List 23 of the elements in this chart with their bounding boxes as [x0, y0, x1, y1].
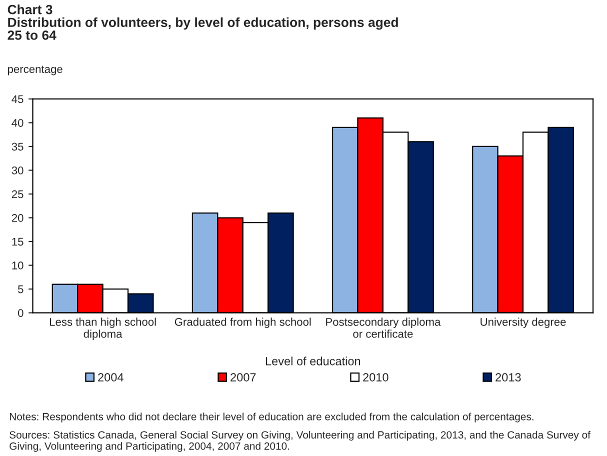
- y-tick-label: 35: [12, 142, 24, 151]
- y-tick-label: 0: [18, 309, 24, 317]
- legend-label: 2010: [363, 373, 388, 382]
- y-tick-label: 45: [12, 95, 24, 104]
- legend-label: 2007: [230, 373, 256, 382]
- text: Notes: Respondents who did not declare their level of education are excluded from the calculation of percentages.: [10, 412, 534, 422]
- x-axis-title: Level of education: [266, 356, 360, 366]
- x-tick-label: Less than high school diploma: [50, 318, 156, 340]
- legend-label: 2004: [98, 373, 124, 382]
- y-tick-label: 20: [12, 214, 24, 222]
- y-tick-label: 40: [12, 118, 24, 127]
- x-tick-label: University degree: [480, 318, 566, 328]
- legend-label: 2013: [496, 373, 521, 382]
- source-note: Sources: Statistics Canada, General Social Survey on Giving, Volunteering and Participating, 2013, and the Canada Survey of Giving, Volunteering and Participating, 2004, 2007 and 2010.: [10, 430, 590, 452]
- y-tick-label: 15: [12, 238, 24, 246]
- chart-title: Chart 3 Distribution of volunteers, by level of education, persons aged 25 to 64: [8, 4, 398, 40]
- y-tick-label: 30: [12, 166, 24, 174]
- y-tick-label: 25: [12, 190, 24, 198]
- y-tick-label: 10: [12, 262, 24, 270]
- y-tick-label: 5: [18, 285, 24, 294]
- x-tick-label: Graduated from high school: [174, 318, 311, 328]
- x-tick-label: Postsecondary diploma or certificate: [326, 318, 441, 338]
- y-axis-title: percentage: [8, 66, 62, 76]
